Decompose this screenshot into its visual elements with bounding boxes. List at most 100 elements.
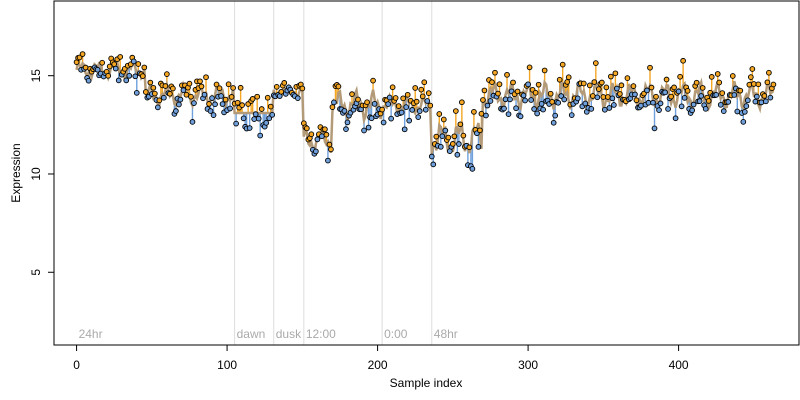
data-point xyxy=(234,99,241,106)
data-point xyxy=(216,85,223,92)
y-axis: 5 10 15 xyxy=(29,69,55,276)
data-point xyxy=(225,81,232,88)
phase-label-3: 12:00 xyxy=(306,327,336,341)
data-point xyxy=(186,80,193,87)
data-point xyxy=(294,95,301,102)
data-point xyxy=(520,92,527,99)
data-point xyxy=(328,146,334,153)
data-point xyxy=(404,91,411,98)
data-point xyxy=(227,105,233,112)
phase-label-5: 48hr xyxy=(434,327,458,341)
data-point xyxy=(747,74,754,80)
x-tick-label: 300 xyxy=(518,358,538,372)
data-point xyxy=(681,95,688,101)
data-point xyxy=(454,151,461,158)
data-point xyxy=(329,104,336,110)
data-point xyxy=(385,101,391,107)
data-point xyxy=(657,100,664,107)
data-point xyxy=(459,99,465,106)
data-point xyxy=(94,66,101,73)
data-point xyxy=(648,84,655,91)
data-point xyxy=(263,120,270,126)
data-point xyxy=(188,93,194,100)
data-point xyxy=(741,108,748,115)
data-point xyxy=(611,102,617,108)
data-point xyxy=(230,85,236,91)
data-point xyxy=(766,69,772,76)
x-tick-label: 200 xyxy=(368,358,388,372)
data-point xyxy=(624,75,631,81)
data-point xyxy=(442,127,449,134)
data-point xyxy=(598,79,605,86)
data-point xyxy=(522,97,528,104)
data-point xyxy=(126,72,133,79)
data-point xyxy=(614,85,620,92)
data-point xyxy=(331,99,337,106)
phase-labels: 24hr dawn dusk 12:00 0:00 48hr xyxy=(79,327,458,341)
data-point xyxy=(191,100,197,106)
data-point xyxy=(552,112,559,119)
data-point xyxy=(612,70,619,77)
data-point xyxy=(365,124,372,131)
data-point xyxy=(717,101,724,108)
data-point xyxy=(413,98,420,105)
data-point xyxy=(564,79,571,85)
data-point xyxy=(595,86,602,92)
data-point xyxy=(249,96,256,102)
data-point xyxy=(415,114,422,120)
data-point xyxy=(228,94,235,100)
phase-label-0: 24hr xyxy=(79,327,103,341)
data-point xyxy=(574,95,581,102)
data-point xyxy=(112,65,119,72)
data-point xyxy=(322,126,328,133)
data-point xyxy=(555,99,562,106)
data-point xyxy=(480,97,486,103)
data-point xyxy=(767,94,774,101)
data-point xyxy=(719,90,726,96)
data-point xyxy=(398,109,405,116)
data-point xyxy=(251,116,258,122)
data-point xyxy=(314,136,321,143)
data-point xyxy=(496,81,503,88)
data-point xyxy=(720,108,727,115)
data-point xyxy=(233,120,239,127)
data-point xyxy=(428,153,435,160)
data-point xyxy=(668,93,674,100)
data-point xyxy=(323,131,330,138)
data-point xyxy=(541,67,548,74)
data-point xyxy=(409,107,416,113)
data-point xyxy=(452,108,459,114)
data-point xyxy=(501,105,507,112)
data-point xyxy=(430,161,437,168)
data-point xyxy=(770,81,777,88)
data-point xyxy=(299,85,306,92)
data-point xyxy=(162,83,169,89)
data-point xyxy=(746,81,753,88)
data-point xyxy=(198,83,205,90)
data-point xyxy=(603,84,610,91)
data-point xyxy=(401,126,408,133)
data-point xyxy=(505,111,512,118)
data-point xyxy=(761,93,768,99)
data-point xyxy=(218,93,224,99)
data-point xyxy=(699,85,706,91)
data-point xyxy=(588,106,595,112)
data-point xyxy=(589,93,596,99)
data-point xyxy=(392,95,399,101)
data-point xyxy=(281,80,288,86)
data-point xyxy=(693,79,700,86)
data-point xyxy=(325,157,331,164)
data-point xyxy=(504,71,510,78)
data-point xyxy=(594,94,601,101)
data-point xyxy=(492,69,498,76)
data-point xyxy=(386,94,393,101)
data-point xyxy=(675,88,682,95)
data-point xyxy=(698,93,705,99)
data-point xyxy=(219,101,226,107)
data-point xyxy=(633,97,640,104)
data-point xyxy=(266,115,273,122)
data-point xyxy=(183,91,190,98)
data-point xyxy=(379,106,385,113)
data-point xyxy=(308,131,315,138)
